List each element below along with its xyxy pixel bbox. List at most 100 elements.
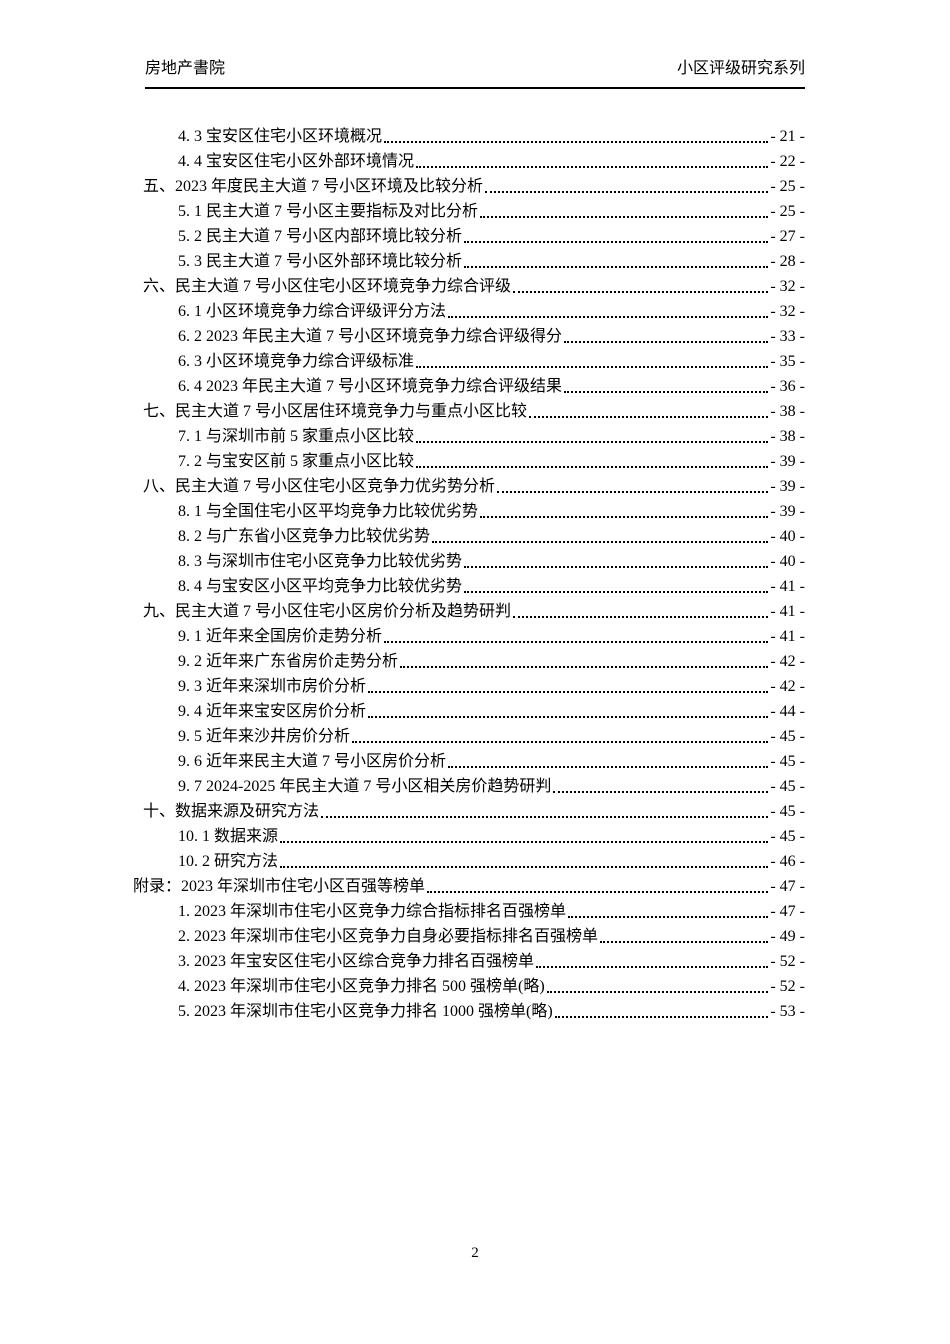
toc-entry-label: 10. 1 数据来源 [178,828,279,845]
toc-entry[interactable]: 五、2023 年度民主大道 7 号小区环境及比较分析 - 25 - [143,174,805,199]
toc-entry[interactable]: 6. 4 2023 年民主大道 7 号小区环境竞争力综合评级结果 - 36 - [143,374,805,399]
toc-entry-page: - 32 - [770,303,805,320]
header-left-title: 房地产書院 [145,60,226,77]
toc-entry-label: 八、民主大道 7 号小区住宅小区竞争力优劣势分析 [143,478,496,495]
dot-leader [400,666,769,668]
dot-leader [352,741,769,743]
dot-leader [448,316,769,318]
toc-entry-page: - 45 - [770,753,805,770]
toc-entry-label: 8. 2 与广东省小区竞争力比较优劣势 [178,528,431,545]
toc-entry[interactable]: 8. 3 与深圳市住宅小区竞争力比较优劣势 - 40 - [143,549,805,574]
toc-entry-label: 4. 4 宝安区住宅小区外部环境情况 [178,153,415,170]
toc-entry-label: 6. 2 2023 年民主大道 7 号小区环境竞争力综合评级得分 [178,328,563,345]
toc-entry[interactable]: 10. 1 数据来源 - 45 - [143,824,805,849]
dot-leader [384,141,769,143]
toc-entry[interactable]: 八、民主大道 7 号小区住宅小区竞争力优劣势分析 - 39 - [143,474,805,499]
toc-entry-page: - 39 - [770,478,805,495]
toc-entry-page: - 52 - [770,978,805,995]
toc-entry[interactable]: 8. 2 与广东省小区竞争力比较优劣势 - 40 - [143,524,805,549]
toc-entry[interactable]: 5. 2023 年深圳市住宅小区竞争力排名 1000 强榜单(略) - 53 - [143,999,805,1024]
dot-leader [529,416,769,418]
toc-entry[interactable]: 5. 1 民主大道 7 号小区主要指标及对比分析 - 25 - [143,199,805,224]
toc-entry[interactable]: 2. 2023 年深圳市住宅小区竞争力自身必要指标排名百强榜单 - 49 - [143,924,805,949]
toc-entry-page: - 32 - [770,278,805,295]
toc-entry[interactable]: 6. 3 小区环境竞争力综合评级标准 - 35 - [143,349,805,374]
dot-leader [600,941,769,943]
toc-entry-page: - 40 - [770,553,805,570]
toc-entry[interactable]: 3. 2023 年宝安区住宅小区综合竞争力排名百强榜单 - 52 - [143,949,805,974]
toc-entry-label: 6. 1 小区环境竞争力综合评级评分方法 [178,303,447,320]
toc-entry[interactable]: 9. 7 2024-2025 年民主大道 7 号小区相关房价趋势研判 - 45 … [143,774,805,799]
toc-entry-page: - 28 - [770,253,805,270]
toc-entry-label: 附录：2023 年深圳市住宅小区百强等榜单 [133,878,426,895]
toc-entry[interactable]: 8. 1 与全国住宅小区平均竞争力比较优劣势 - 39 - [143,499,805,524]
toc-entry-label: 七、民主大道 7 号小区居住环境竞争力与重点小区比较 [143,403,528,420]
toc-entry-page: - 53 - [770,1003,805,1020]
dot-leader [568,916,769,918]
dot-leader [513,616,769,618]
toc-entry-page: - 38 - [770,403,805,420]
toc-entry[interactable]: 4. 3 宝安区住宅小区环境概况 - 21 - [143,124,805,149]
toc-entry-label: 九、民主大道 7 号小区住宅小区房价分析及趋势研判 [143,603,512,620]
toc-entry-label: 十、数据来源及研究方法 [143,803,320,820]
toc-entry[interactable]: 5. 3 民主大道 7 号小区外部环境比较分析 - 28 - [143,249,805,274]
dot-leader [480,516,769,518]
toc-entry-label: 3. 2023 年宝安区住宅小区综合竞争力排名百强榜单 [178,953,535,970]
dot-leader [464,266,769,268]
dot-leader [553,791,769,793]
toc-entry[interactable]: 4. 4 宝安区住宅小区外部环境情况 - 22 - [143,149,805,174]
toc-entry-label: 9. 3 近年来深圳市房价分析 [178,678,367,695]
toc-entry[interactable]: 4. 2023 年深圳市住宅小区竞争力排名 500 强榜单(略) - 52 - [143,974,805,999]
toc-entry-label: 9. 1 近年来全国房价走势分析 [178,628,383,645]
toc-entry[interactable]: 10. 2 研究方法 - 46 - [143,849,805,874]
toc-entry-page: - 46 - [770,853,805,870]
toc-entry-page: - 39 - [770,503,805,520]
toc-entry[interactable]: 9. 2 近年来广东省房价走势分析 - 42 - [143,649,805,674]
toc-entry[interactable]: 6. 2 2023 年民主大道 7 号小区环境竞争力综合评级得分 - 33 - [143,324,805,349]
toc-entry-page: - 27 - [770,228,805,245]
toc-entry-label: 10. 2 研究方法 [178,853,279,870]
toc-entry-label: 5. 2023 年深圳市住宅小区竞争力排名 1000 强榜单(略) [178,1003,553,1020]
toc-entry-label: 7. 2 与宝安区前 5 家重点小区比较 [178,453,415,470]
toc-entry-page: - 40 - [770,528,805,545]
toc-entry[interactable]: 9. 4 近年来宝安区房价分析 - 44 - [143,699,805,724]
toc-entry[interactable]: 9. 3 近年来深圳市房价分析 - 42 - [143,674,805,699]
dot-leader [554,1016,769,1018]
dot-leader [464,566,769,568]
toc-entry[interactable]: 7. 1 与深圳市前 5 家重点小区比较 - 38 - [143,424,805,449]
toc-entry-label: 7. 1 与深圳市前 5 家重点小区比较 [178,428,415,445]
page-footer: 2 [0,1243,950,1263]
toc-entry[interactable]: 十、数据来源及研究方法 - 45 - [143,799,805,824]
toc-entry-page: - 41 - [770,578,805,595]
toc-entry-page: - 25 - [770,178,805,195]
dot-leader [416,366,769,368]
toc-entry[interactable]: 九、民主大道 7 号小区住宅小区房价分析及趋势研判 - 41 - [143,599,805,624]
dot-leader [513,291,769,293]
toc-entry-page: - 25 - [770,203,805,220]
toc-entry-page: - 49 - [770,928,805,945]
toc-entry-label: 9. 6 近年来民主大道 7 号小区房价分析 [178,753,447,770]
toc-entry[interactable]: 9. 1 近年来全国房价走势分析 - 41 - [143,624,805,649]
toc-entry-page: - 47 - [770,878,805,895]
dot-leader [416,441,769,443]
toc-entry[interactable]: 9. 6 近年来民主大道 7 号小区房价分析 - 45 - [143,749,805,774]
toc-entry[interactable]: 8. 4 与宝安区小区平均竞争力比较优劣势 - 41 - [143,574,805,599]
dot-leader [280,866,769,868]
toc-entry[interactable]: 七、民主大道 7 号小区居住环境竞争力与重点小区比较 - 38 - [143,399,805,424]
toc-entry-label: 1. 2023 年深圳市住宅小区竞争力综合指标排名百强榜单 [178,903,567,920]
toc-entry[interactable]: 6. 1 小区环境竞争力综合评级评分方法 - 32 - [143,299,805,324]
dot-leader [497,491,769,493]
toc-entry-label: 5. 2 民主大道 7 号小区内部环境比较分析 [178,228,463,245]
toc-entry-label: 6. 4 2023 年民主大道 7 号小区环境竞争力综合评级结果 [178,378,563,395]
dot-leader [448,766,769,768]
toc-entry[interactable]: 9. 5 近年来沙井房价分析 - 45 - [143,724,805,749]
toc-entry[interactable]: 7. 2 与宝安区前 5 家重点小区比较 - 39 - [143,449,805,474]
dot-leader [485,191,769,193]
toc-entry[interactable]: 5. 2 民主大道 7 号小区内部环境比较分析 - 27 - [143,224,805,249]
toc-entry[interactable]: 附录：2023 年深圳市住宅小区百强等榜单 - 47 - [133,874,805,899]
toc-entry-page: - 35 - [770,353,805,370]
toc-entry[interactable]: 1. 2023 年深圳市住宅小区竞争力综合指标排名百强榜单 - 47 - [143,899,805,924]
toc-entry[interactable]: 六、民主大道 7 号小区住宅小区环境竞争力综合评级 - 32 - [143,274,805,299]
toc-entry-label: 9. 2 近年来广东省房价走势分析 [178,653,399,670]
